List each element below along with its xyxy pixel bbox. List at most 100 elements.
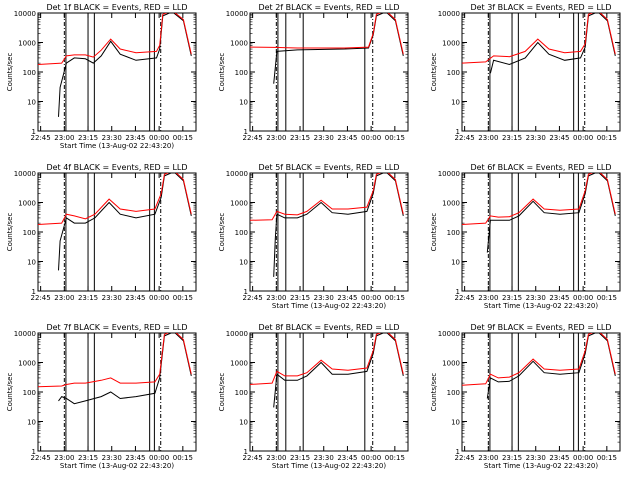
y-tick-label: 10000 bbox=[438, 10, 460, 18]
x-tick-label: 00:15 bbox=[173, 454, 193, 462]
x-tick-label: 00:00 bbox=[573, 294, 593, 302]
x-tick-label: 23:45 bbox=[337, 454, 357, 462]
chart-title: Det 6f BLACK = Events, RED = LLD bbox=[470, 163, 611, 172]
series-events-line bbox=[273, 173, 404, 277]
plot-frame bbox=[461, 332, 621, 452]
x-tick-label: 00:00 bbox=[573, 454, 593, 462]
x-axis-label: Start Time (13-Aug-02 22:43:20) bbox=[272, 462, 386, 470]
y-tick-label: 1000 bbox=[230, 40, 248, 48]
x-tick-label: 23:30 bbox=[526, 134, 546, 142]
y-tick-label: 10 bbox=[27, 99, 36, 107]
y-tick-label: 10000 bbox=[14, 330, 36, 338]
x-tick-label: 23:30 bbox=[102, 294, 122, 302]
chart-title: Det 5f BLACK = Events, RED = LLD bbox=[258, 163, 399, 172]
y-tick-label: 100 bbox=[23, 69, 36, 77]
chart-panel: Det 9f BLACK = Events, RED = LLD Counts/s… bbox=[430, 323, 621, 470]
y-axis-label: Counts/sec bbox=[218, 373, 226, 412]
x-axis-label: Start Time (13-Aug-02 22:43:20) bbox=[484, 462, 598, 470]
x-tick-label: 00:00 bbox=[149, 454, 169, 462]
y-tick-label: 1000 bbox=[18, 200, 36, 208]
plot-frame bbox=[37, 12, 197, 132]
plot-frame bbox=[249, 332, 409, 452]
series-events-line bbox=[58, 173, 192, 271]
series-lld-line bbox=[462, 13, 616, 64]
series-lld-line bbox=[250, 173, 404, 221]
x-tick-label: 23:00 bbox=[478, 454, 498, 462]
x-tick-label: 23:15 bbox=[78, 454, 98, 462]
y-tick-label: 10 bbox=[451, 259, 460, 267]
x-tick-label: 23:30 bbox=[314, 134, 334, 142]
y-tick-label: 1 bbox=[32, 448, 36, 456]
series-lld-line bbox=[38, 333, 192, 388]
x-tick-label: 23:00 bbox=[478, 134, 498, 142]
chart-panel: Det 6f BLACK = Events, RED = LLD Counts/s… bbox=[430, 163, 621, 310]
x-tick-label: 22:45 bbox=[243, 294, 263, 302]
y-tick-label: 10 bbox=[451, 99, 460, 107]
chart-title: Det 7f BLACK = Events, RED = LLD bbox=[46, 323, 187, 332]
x-tick-label: 23:45 bbox=[125, 454, 145, 462]
y-tick-label: 100 bbox=[235, 69, 248, 77]
y-axis-label: Counts/sec bbox=[430, 213, 438, 252]
y-tick-label: 1 bbox=[32, 128, 36, 136]
y-axis-label: Counts/sec bbox=[6, 373, 14, 412]
y-tick-label: 1000 bbox=[230, 360, 248, 368]
series-lld-line bbox=[38, 173, 192, 225]
y-tick-label: 1 bbox=[456, 288, 460, 296]
x-tick-label: 00:15 bbox=[597, 454, 617, 462]
x-tick-label: 23:30 bbox=[102, 454, 122, 462]
x-tick-label: 22:45 bbox=[243, 134, 263, 142]
chart-panel: Det 3f BLACK = Events, RED = LLD Counts/s… bbox=[430, 3, 621, 142]
y-tick-label: 1000 bbox=[18, 360, 36, 368]
chart-panel: Det 8f BLACK = Events, RED = LLD Counts/s… bbox=[218, 323, 409, 470]
series-lld-line bbox=[462, 173, 616, 225]
x-axis-label: Start Time (13-Aug-02 22:43:20) bbox=[484, 302, 598, 310]
series-events-line bbox=[58, 13, 192, 117]
series-events-line bbox=[489, 13, 616, 74]
y-tick-label: 100 bbox=[235, 229, 248, 237]
x-tick-label: 00:00 bbox=[149, 294, 169, 302]
x-tick-label: 23:15 bbox=[502, 454, 522, 462]
y-tick-label: 1000 bbox=[18, 40, 36, 48]
x-tick-label: 23:00 bbox=[266, 454, 286, 462]
x-tick-label: 23:15 bbox=[502, 134, 522, 142]
x-tick-label: 23:30 bbox=[102, 134, 122, 142]
x-tick-label: 23:00 bbox=[266, 134, 286, 142]
plot-frame bbox=[461, 12, 621, 132]
chart-title: Det 1f BLACK = Events, RED = LLD bbox=[46, 3, 187, 12]
x-tick-label: 22:45 bbox=[31, 134, 51, 142]
y-tick-label: 10 bbox=[27, 259, 36, 267]
y-tick-label: 100 bbox=[23, 229, 36, 237]
y-tick-label: 10 bbox=[239, 259, 248, 267]
chart-panel: Det 2f BLACK = Events, RED = LLD Counts/s… bbox=[218, 3, 409, 142]
series-events-line bbox=[58, 333, 192, 405]
x-tick-label: 23:45 bbox=[549, 294, 569, 302]
chart-title: Det 2f BLACK = Events, RED = LLD bbox=[258, 3, 399, 12]
x-tick-label: 00:15 bbox=[385, 134, 405, 142]
x-tick-label: 23:45 bbox=[549, 454, 569, 462]
x-tick-label: 22:45 bbox=[455, 454, 475, 462]
y-tick-label: 1000 bbox=[442, 200, 460, 208]
y-tick-label: 10000 bbox=[226, 170, 248, 178]
x-tick-label: 23:30 bbox=[526, 294, 546, 302]
x-tick-label: 00:00 bbox=[361, 294, 381, 302]
series-events-line bbox=[486, 173, 616, 253]
x-tick-label: 23:00 bbox=[266, 294, 286, 302]
chart-panel: Det 1f BLACK = Events, RED = LLD Counts/s… bbox=[6, 3, 197, 150]
y-tick-label: 1 bbox=[244, 448, 248, 456]
y-axis-label: Counts/sec bbox=[218, 53, 226, 92]
y-axis-label: Counts/sec bbox=[218, 213, 226, 252]
x-tick-label: 23:00 bbox=[54, 454, 74, 462]
x-tick-label: 23:30 bbox=[314, 294, 334, 302]
y-tick-label: 1000 bbox=[230, 200, 248, 208]
x-tick-label: 23:15 bbox=[290, 454, 310, 462]
x-tick-label: 23:15 bbox=[78, 294, 98, 302]
y-tick-label: 1 bbox=[244, 288, 248, 296]
x-axis-label: Start Time (13-Aug-02 22:43:20) bbox=[60, 142, 174, 150]
x-tick-label: 23:30 bbox=[314, 454, 334, 462]
y-tick-label: 100 bbox=[235, 389, 248, 397]
x-tick-label: 23:30 bbox=[526, 454, 546, 462]
chart-panel: Det 7f BLACK = Events, RED = LLD Counts/s… bbox=[6, 323, 197, 470]
x-tick-label: 23:45 bbox=[549, 134, 569, 142]
y-tick-label: 100 bbox=[23, 389, 36, 397]
y-tick-label: 100 bbox=[447, 389, 460, 397]
